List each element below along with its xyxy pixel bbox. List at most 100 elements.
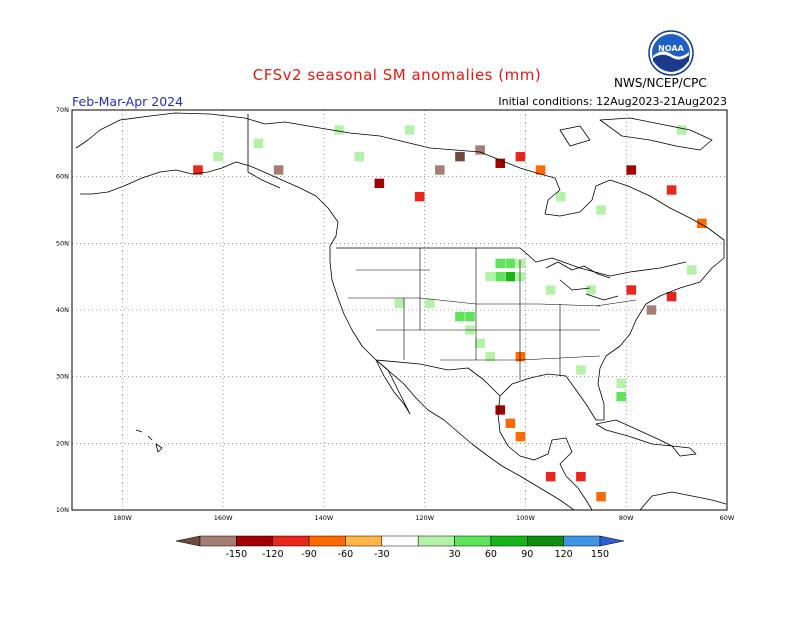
latitude-labels: 70N 60N 50N 40N 30N 20N 10N	[56, 106, 69, 514]
anomaly-cell	[495, 258, 506, 268]
colorbar-label: 90	[521, 549, 533, 560]
anomaly-cell	[646, 305, 657, 315]
lon-tick-label: 120W	[415, 514, 434, 522]
lon-tick-label: 100W	[516, 514, 535, 522]
lon-tick-label: 160W	[214, 514, 233, 522]
lat-tick-label: 40N	[56, 306, 69, 314]
colorbar-swatch	[563, 535, 601, 547]
anomaly-cell	[455, 312, 465, 322]
anomaly-cell	[545, 472, 556, 482]
lat-tick-label: 60N	[56, 173, 69, 181]
anomaly-cell	[686, 265, 697, 275]
colorbar-label: -150	[226, 549, 248, 560]
anomaly-cell	[485, 272, 495, 282]
anomaly-cell	[495, 272, 506, 282]
colorbar-label: 30	[448, 549, 460, 560]
hispaniola	[671, 445, 697, 457]
colorbar-label: 150	[591, 549, 609, 560]
anomaly-cell	[505, 272, 516, 282]
anomaly-cell	[626, 285, 637, 295]
anomaly-cell	[374, 178, 385, 188]
anomaly-cell	[666, 292, 677, 302]
lon-tick-label: 140W	[315, 514, 334, 522]
noaa-logo-icon: NOAA	[648, 30, 694, 76]
anomaly-cell	[697, 218, 707, 228]
anomaly-cell	[404, 125, 415, 135]
great-lakes	[545, 261, 619, 301]
state-lines	[348, 248, 637, 380]
colorbar-swatch	[454, 535, 492, 547]
us-mexico-border	[375, 359, 501, 397]
anomaly-cell	[213, 152, 223, 162]
coastlines-and-borders	[75, 112, 727, 510]
anomaly-cell	[354, 152, 364, 162]
anomaly-cell	[465, 312, 475, 322]
anomaly-cell	[515, 152, 526, 162]
anomaly-cell	[495, 405, 506, 415]
colorbar-swatch	[345, 535, 383, 547]
west-coastline	[80, 161, 575, 510]
anomaly-cell	[596, 492, 606, 502]
us-canada-border	[336, 247, 687, 277]
colorbar-swatch	[381, 535, 419, 547]
colorbar-label: -60	[338, 549, 354, 560]
anomaly-cell	[576, 365, 586, 375]
anomaly-cell	[626, 165, 637, 175]
anomaly-cell	[586, 285, 596, 295]
anomaly-cell	[435, 165, 445, 175]
map-title: CFSv2 seasonal SM anomalies (mm)	[252, 66, 542, 84]
anomaly-cell	[505, 418, 516, 428]
lon-tick-label: 80W	[619, 514, 634, 522]
anomaly-cells	[193, 125, 707, 502]
anomaly-cell	[414, 192, 425, 202]
colorbar-label: 60	[485, 549, 497, 560]
lat-tick-label: 50N	[56, 239, 69, 247]
map-frame	[71, 109, 728, 511]
initial-conditions: Initial conditions: 12Aug2023-21Aug2023	[498, 95, 727, 108]
anomaly-cell	[676, 125, 687, 135]
colorbar-swatch	[308, 535, 346, 547]
anomaly-cell	[455, 152, 465, 162]
north-america-coastline	[75, 112, 725, 510]
anomaly-cell	[616, 392, 626, 402]
anomaly-cell	[616, 378, 626, 388]
colorbar: -150 -120 -90 -60 -30 30 60 90 120 150	[175, 535, 625, 560]
colorbar-swatch	[417, 535, 455, 547]
anomaly-cell	[515, 272, 526, 282]
anomaly-cell	[505, 258, 516, 268]
anomaly-cell	[485, 352, 495, 362]
anomaly-cell	[576, 472, 586, 482]
lat-tick-label: 10N	[56, 506, 69, 514]
lon-tick-label: 60W	[720, 514, 735, 522]
cuba	[595, 419, 673, 447]
anomaly-cell	[475, 145, 485, 155]
colorbar-low-arrow	[175, 535, 201, 547]
colorbar-swatch	[236, 535, 273, 547]
anomaly-cell	[394, 298, 405, 308]
lat-tick-label: 30N	[56, 373, 69, 381]
anomaly-cell	[666, 185, 677, 195]
colorbar-label: -120	[262, 549, 284, 560]
season-label: Feb-Mar-Apr 2024	[72, 94, 184, 109]
colorbar-label: -30	[374, 549, 390, 560]
anomaly-cell	[475, 338, 485, 348]
anomaly-cell	[515, 432, 526, 442]
baja-california	[375, 359, 411, 415]
anomaly-cell	[515, 258, 526, 268]
colorbar-swatch	[272, 535, 310, 547]
colorbar-label: -90	[301, 549, 317, 560]
lat-tick-label: 20N	[56, 439, 69, 447]
longitude-labels: 180W 160W 140W 120W 100W 80W 60W	[113, 514, 735, 522]
lon-tick-label: 180W	[113, 514, 132, 522]
anomaly-cell	[535, 165, 546, 175]
anomaly-cell	[193, 165, 203, 175]
anomaly-cell	[253, 138, 264, 148]
hawaii-islands	[135, 429, 163, 453]
colorbar-swatch	[527, 535, 564, 547]
colorbar-high-arrow	[599, 535, 625, 547]
lat-tick-label: 70N	[56, 106, 69, 114]
anomaly-cell	[495, 158, 506, 168]
anomaly-cell	[545, 285, 556, 295]
anomaly-cell	[424, 298, 435, 308]
